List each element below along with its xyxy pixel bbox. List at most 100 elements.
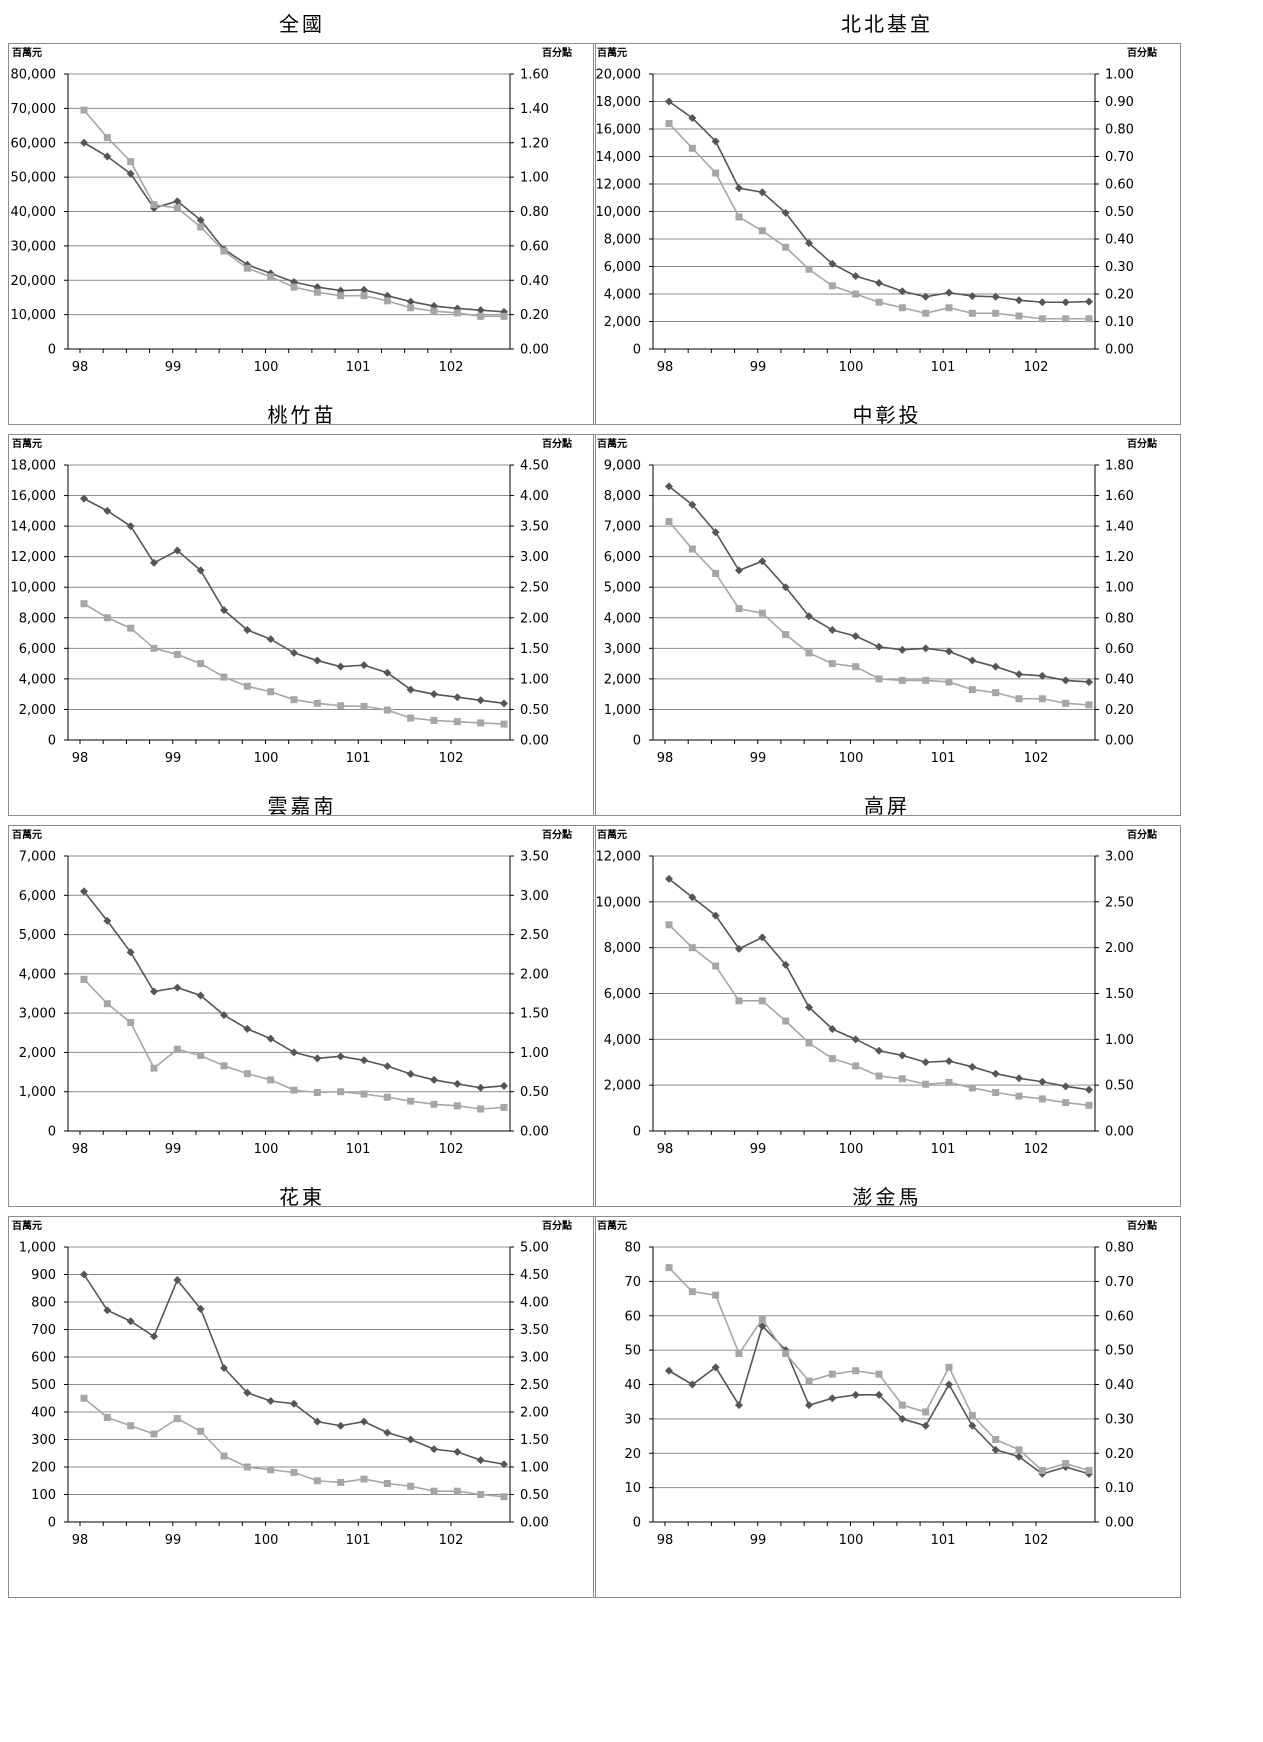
data-point-square: [407, 304, 415, 312]
right-tick-label: 0.50: [520, 703, 549, 718]
left-tick-label: 900: [31, 1268, 56, 1283]
chart-title: 雲嘉南: [267, 794, 337, 818]
data-point-diamond: [500, 1081, 508, 1090]
data-point-diamond: [851, 272, 860, 281]
chart-frame: [8, 825, 596, 1207]
left-tick-label: 16,000: [11, 489, 57, 504]
left-tick-label: 10,000: [596, 895, 642, 910]
right-tick-label: 0.50: [1105, 205, 1134, 220]
data-point-diamond: [1038, 671, 1047, 680]
right-unit-label: 百分點: [1127, 46, 1157, 59]
data-point-square: [80, 975, 88, 983]
left-tick-label: 20,000: [11, 274, 57, 289]
data-point-square: [945, 678, 953, 686]
data-point-square: [1085, 701, 1093, 709]
data-point-square: [453, 309, 461, 317]
left-tick-label: 4,000: [604, 288, 641, 303]
right-tick-label: 0.70: [1105, 150, 1134, 165]
data-point-square: [665, 518, 673, 526]
x-tick-label: 99: [750, 751, 767, 766]
data-point-square: [430, 716, 438, 724]
right-tick-label: 0.00: [520, 1125, 549, 1140]
right-tick-label: 0.80: [1105, 1241, 1134, 1256]
data-point-square: [407, 714, 415, 722]
right-tick-label: 1.50: [520, 642, 549, 657]
x-tick-label: 101: [931, 1142, 956, 1157]
data-point-square: [1062, 699, 1070, 707]
data-point-diamond: [173, 197, 182, 206]
left-unit-label: 百萬元: [597, 828, 627, 841]
left-tick-label: 8,000: [604, 233, 641, 248]
data-point-diamond: [945, 1057, 953, 1066]
right-tick-label: 1.20: [520, 136, 549, 151]
left-tick-label: 8,000: [604, 489, 641, 504]
chart-title: 花東: [279, 1185, 325, 1209]
data-point-square: [407, 1097, 415, 1105]
data-point-diamond: [476, 1083, 485, 1092]
left-tick-label: 0: [48, 1125, 56, 1140]
data-point-diamond: [851, 1390, 860, 1399]
series-line: [668, 878, 1090, 1091]
left-tick-label: 12,000: [596, 178, 642, 193]
data-point-square: [127, 624, 135, 632]
data-point-square: [688, 545, 696, 553]
chart-panel-taichung-region: 中彰投 0 0.00 1,000 0.20 2,000 0.40 3,000 0.60 4,00…: [593, 391, 1181, 816]
left-tick-label: 400: [31, 1406, 56, 1421]
data-point-diamond: [243, 1388, 252, 1397]
data-point-square: [150, 201, 158, 209]
left-tick-label: 800: [31, 1296, 56, 1311]
left-tick-label: 2,000: [604, 1079, 641, 1094]
right-tick-label: 1.40: [520, 102, 549, 117]
data-point-square: [875, 1072, 883, 1080]
data-point-square: [805, 649, 813, 657]
right-unit-label: 百分點: [542, 1219, 572, 1232]
data-point-diamond: [898, 645, 907, 654]
data-point-diamond: [453, 1447, 462, 1456]
right-tick-label: 1.00: [520, 672, 549, 687]
left-tick-label: 4,000: [19, 672, 56, 687]
data-point-diamond: [1038, 298, 1047, 307]
right-tick-label: 0.10: [1105, 1481, 1134, 1496]
data-point-diamond: [665, 1366, 673, 1375]
data-point-square: [290, 1469, 298, 1476]
x-tick-label: 102: [1024, 1142, 1049, 1157]
data-point-square: [688, 144, 696, 152]
data-point-square: [220, 1452, 228, 1460]
x-tick-label: 101: [346, 360, 371, 375]
left-tick-label: 100: [31, 1488, 56, 1503]
right-tick-label: 0.20: [520, 308, 549, 323]
left-tick-label: 8,000: [604, 941, 641, 956]
data-point-diamond: [196, 991, 205, 1000]
data-point-square: [313, 1477, 321, 1485]
data-point-diamond: [1015, 1452, 1023, 1461]
x-tick-label: 102: [1024, 751, 1049, 766]
data-point-square: [290, 283, 298, 291]
data-point-diamond: [688, 1380, 697, 1389]
left-tick-label: 30,000: [11, 239, 57, 254]
left-tick-label: 70: [624, 1275, 641, 1290]
data-point-square: [453, 718, 461, 726]
data-point-diamond: [406, 1070, 415, 1079]
data-point-diamond: [360, 1056, 368, 1065]
x-tick-label: 100: [254, 1142, 279, 1157]
data-point-diamond: [103, 152, 112, 161]
data-point-square: [782, 243, 790, 251]
chart-panel-national: 全國 0 0.00 10,000 0.20 20,000 0.40 30,000 0.60 40…: [8, 0, 596, 425]
data-point-square: [852, 290, 860, 298]
left-tick-label: 0: [48, 343, 56, 358]
right-tick-label: 0.60: [1105, 178, 1134, 193]
series-line: [83, 890, 505, 1089]
left-unit-label: 百萬元: [12, 46, 42, 59]
data-point-square: [828, 1370, 836, 1378]
right-tick-label: 3.00: [520, 550, 549, 565]
right-tick-label: 2.50: [520, 581, 549, 596]
data-point-square: [1085, 1101, 1093, 1109]
right-tick-label: 0.00: [1105, 734, 1134, 749]
data-point-square: [898, 676, 906, 684]
data-point-diamond: [80, 887, 88, 896]
right-tick-label: 0.60: [520, 239, 549, 254]
chart-title: 中彰投: [852, 403, 922, 427]
data-point-diamond: [196, 566, 205, 575]
data-point-diamond: [828, 626, 837, 634]
data-point-square: [360, 1475, 368, 1483]
